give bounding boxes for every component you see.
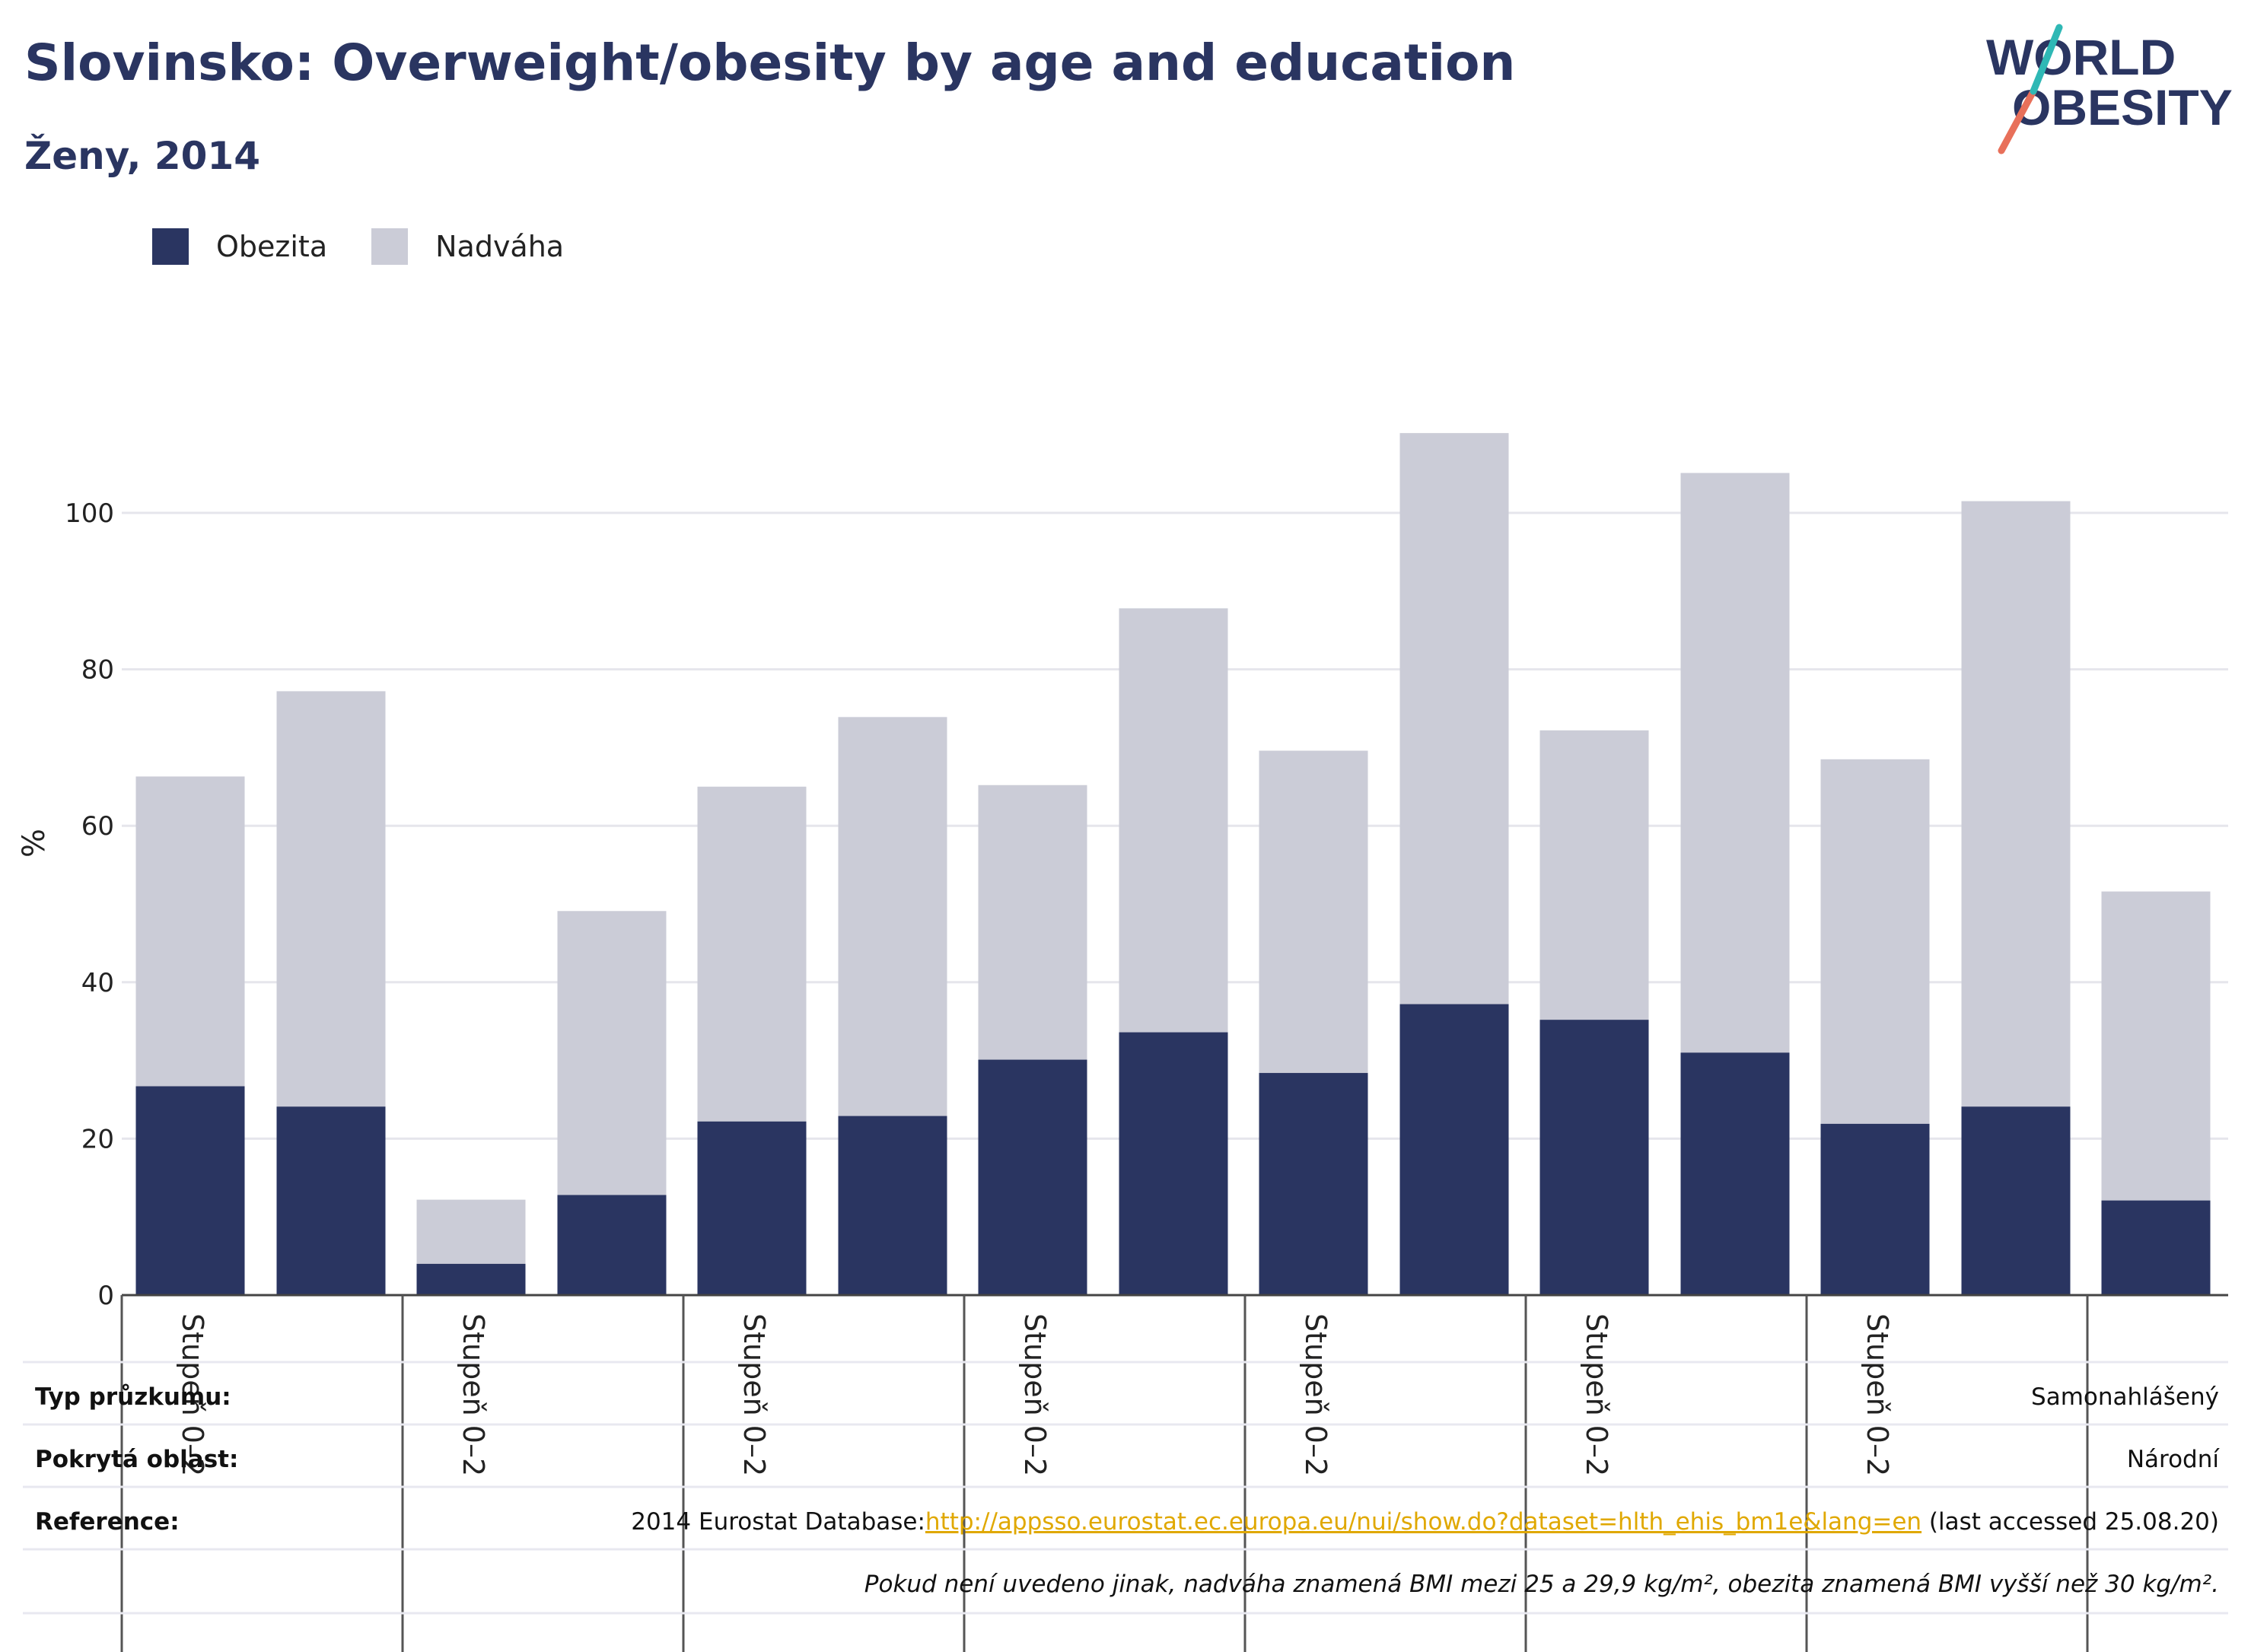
reference-suffix: (last accessed 25.08.20) [1921, 1508, 2219, 1536]
y-tick-20: 20 [81, 1124, 114, 1154]
area-value: Národní [2126, 1446, 2219, 1473]
bar-overweight-1[interactable] [276, 691, 386, 1107]
bar-obesity-14[interactable] [2101, 1200, 2211, 1295]
x-group-label-3: Stupeň 0–2 [1018, 1313, 1052, 1476]
bar-obesity-3[interactable] [557, 1195, 667, 1295]
bar-overweight-4[interactable] [697, 786, 807, 1122]
reference-label: Reference: [35, 1508, 180, 1536]
bar-obesity-9[interactable] [1399, 1004, 1509, 1295]
bar-obesity-2[interactable] [416, 1263, 526, 1295]
x-group-label-5: Stupeň 0–2 [1580, 1313, 1613, 1476]
y-tick-80: 80 [81, 655, 114, 686]
reference-link[interactable]: http://appsso.eurostat.ec.europa.eu/nui/… [925, 1508, 1922, 1536]
bar-overweight-2[interactable] [416, 1199, 526, 1264]
world-obesity-logo: WORLD OBESITY [1986, 24, 2233, 154]
bar-overweight-0[interactable] [135, 776, 245, 1087]
bar-obesity-7[interactable] [1119, 1032, 1228, 1295]
legend-label-obesity: Obezita [216, 230, 328, 263]
legend-item-overweight[interactable]: Nadváha [371, 228, 564, 265]
bar-overweight-14[interactable] [2101, 891, 2211, 1201]
bar-overweight-12[interactable] [1820, 759, 1930, 1124]
logo-line2: OBESITY [2012, 79, 2233, 135]
logo-slash-teal [2030, 24, 2063, 95]
bar-obesity-5[interactable] [838, 1116, 947, 1295]
bar-overweight-6[interactable] [978, 785, 1087, 1060]
x-group-label-6: Stupeň 0–2 [1861, 1313, 1894, 1476]
x-group-label-2: Stupeň 0–2 [737, 1313, 771, 1476]
bars [135, 433, 2211, 1295]
bar-overweight-11[interactable] [1680, 473, 1790, 1053]
y-tick-60: 60 [81, 811, 114, 842]
x-group-label-0: Stupeň 0–2 [176, 1313, 209, 1476]
bar-overweight-10[interactable] [1539, 730, 1649, 1020]
reference-value: 2014 Eurostat Database:http://appsso.eur… [631, 1508, 2219, 1536]
bar-obesity-13[interactable] [1961, 1106, 2071, 1295]
area-label: Pokrytá oblast: [35, 1446, 239, 1473]
chart-legend: Obezita Nadváha [152, 227, 608, 266]
bar-obesity-4[interactable] [697, 1121, 807, 1295]
footnote: Pokud není uvedeno jinak, nadváha znamen… [864, 1571, 2219, 1598]
legend-label-overweight: Nadváha [435, 230, 565, 263]
axes [23, 1294, 2228, 1652]
x-group-label-1: Stupeň 0–2 [457, 1313, 490, 1476]
legend-item-obesity[interactable]: Obezita [152, 228, 327, 265]
survey-type-value: Samonahlášený [2031, 1383, 2219, 1411]
y-tick-40: 40 [81, 968, 114, 998]
bar-overweight-5[interactable] [838, 717, 947, 1116]
y-tick-0: 0 [97, 1281, 114, 1311]
legend-swatch-obesity [152, 228, 189, 265]
y-tick-labels: 0 20 40 60 80 100 [65, 498, 114, 1311]
logo-line1: WORLD [1986, 29, 2176, 85]
chart-subtitle: Ženy, 2014 [24, 134, 261, 178]
bar-obesity-1[interactable] [276, 1106, 386, 1295]
x-category-labels: Stupeň 0–2 Stupeň 0–2 Stupeň 0–2 Stupeň 0–2… [176, 1313, 1894, 1476]
bar-obesity-8[interactable] [1259, 1073, 1368, 1295]
legend-swatch-overweight [371, 228, 409, 265]
bar-obesity-10[interactable] [1539, 1020, 1649, 1295]
logo-slash-coral [1998, 88, 2037, 154]
bar-obesity-11[interactable] [1680, 1052, 1790, 1295]
bar-obesity-6[interactable] [978, 1059, 1087, 1295]
y-tick-100: 100 [65, 498, 114, 529]
bar-overweight-3[interactable] [557, 911, 667, 1195]
bar-obesity-12[interactable] [1820, 1123, 1930, 1295]
survey-type-label: Typ průzkumu: [35, 1383, 231, 1411]
bar-overweight-9[interactable] [1399, 433, 1509, 1004]
bar-overweight-7[interactable] [1119, 608, 1228, 1033]
x-group-label-4: Stupeň 0–2 [1299, 1313, 1332, 1476]
bar-overweight-13[interactable] [1961, 501, 2071, 1107]
y-axis-label: % [17, 829, 52, 858]
bar-overweight-8[interactable] [1259, 750, 1368, 1074]
reference-prefix: 2014 Eurostat Database: [631, 1508, 925, 1536]
bar-obesity-0[interactable] [135, 1086, 245, 1295]
chart-title: Slovinsko: Overweight/obesity by age and… [24, 33, 1516, 92]
